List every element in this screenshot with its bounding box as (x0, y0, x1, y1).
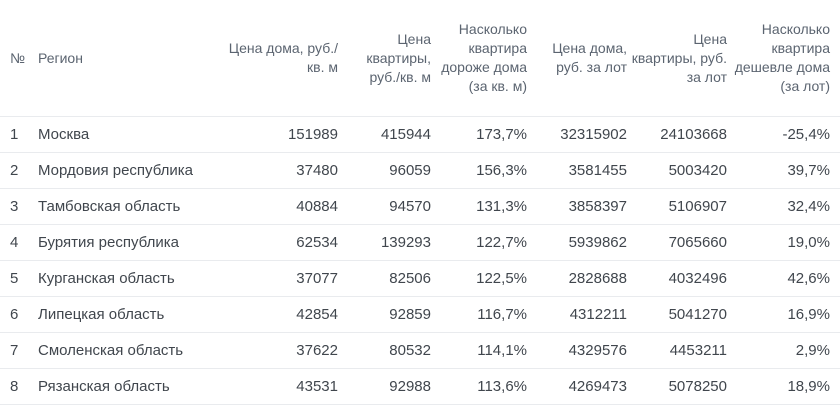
table-cell: Мордовия республика (38, 152, 228, 189)
table-cell: Смоленская область (38, 332, 228, 369)
table-cell: 6 (0, 296, 38, 333)
table-cell: 7065660 (627, 224, 727, 261)
table-cell: 24103668 (627, 116, 727, 153)
table-cell: 3858397 (527, 188, 627, 225)
table-cell: 94570 (338, 188, 431, 225)
table-cell: 122,7% (431, 224, 527, 261)
table-cell: Курганская область (38, 260, 228, 297)
table-cell: Липецкая область (38, 296, 228, 333)
table-cell: 4453211 (627, 332, 727, 369)
table-cell: 92988 (338, 368, 431, 405)
table-cell: 4329576 (527, 332, 627, 369)
table-cell: 42,6% (727, 260, 840, 297)
table-cell: 173,7% (431, 116, 527, 153)
table-cell: 18,9% (727, 368, 840, 405)
table-cell: 8 (0, 368, 38, 405)
table-cell: 19,0% (727, 224, 840, 261)
table-cell: 5106907 (627, 188, 727, 225)
column-header: Насколько квартира дороже дома (за кв. м… (431, 0, 527, 117)
table-row: 4 Бурятия республика 62534 139293 122,7% 5939… (0, 224, 840, 261)
table-row: 5 Курганская область 37077 82506 122,5% 28286… (0, 260, 840, 297)
column-header: Цена квартиры, руб./кв. м (338, 0, 431, 117)
table-cell: 37480 (228, 152, 338, 189)
table-body: 1 Москва 151989 415944 173,7% 32315902 2410366… (0, 116, 840, 405)
table-cell: 80532 (338, 332, 431, 369)
table-cell: 415944 (338, 116, 431, 153)
column-header: Цена квартиры, руб. за лот (627, 0, 727, 117)
table-cell: 2,9% (727, 332, 840, 369)
table-cell: 5939862 (527, 224, 627, 261)
table-row: 8 Рязанская область 43531 92988 113,6% 426947… (0, 368, 840, 405)
table-cell: 62534 (228, 224, 338, 261)
table-cell: Москва (38, 116, 228, 153)
table-cell: 4312211 (527, 296, 627, 333)
column-header: Насколько квартира дешевле дома (за лот) (727, 0, 840, 117)
table-cell: Бурятия республика (38, 224, 228, 261)
table-cell: 82506 (338, 260, 431, 297)
table-header: № Регион Цена дома, руб./кв. м Цена квартир… (0, 0, 840, 117)
table-cell: 2 (0, 152, 38, 189)
table-row: 2 Мордовия республика 37480 96059 156,3% 3581… (0, 152, 840, 189)
table-cell: 39,7% (727, 152, 840, 189)
table-cell: 42854 (228, 296, 338, 333)
table-cell: 4032496 (627, 260, 727, 297)
table-cell: 113,6% (431, 368, 527, 405)
table-cell: 2828688 (527, 260, 627, 297)
table-cell: 156,3% (431, 152, 527, 189)
table-row: 3 Тамбовская область 40884 94570 131,3% 38583… (0, 188, 840, 225)
table-cell: -25,4% (727, 116, 840, 153)
table-cell: 5041270 (627, 296, 727, 333)
column-header: Цена дома, руб. за лот (527, 0, 627, 117)
table-row: 7 Смоленская область 37622 80532 114,1% 43295… (0, 332, 840, 369)
table-cell: 4 (0, 224, 38, 261)
table-cell: 43531 (228, 368, 338, 405)
table-cell: 5078250 (627, 368, 727, 405)
column-header: Цена дома, руб./кв. м (228, 0, 338, 117)
table-cell: Рязанская область (38, 368, 228, 405)
column-header: № (0, 0, 38, 117)
table-cell: 3 (0, 188, 38, 225)
table-cell: 3581455 (527, 152, 627, 189)
table-cell: 5 (0, 260, 38, 297)
table-row: 1 Москва 151989 415944 173,7% 32315902 2410366… (0, 116, 840, 153)
table-cell: 32315902 (527, 116, 627, 153)
table-cell: 116,7% (431, 296, 527, 333)
table-cell: 1 (0, 116, 38, 153)
table-cell: 7 (0, 332, 38, 369)
table-cell: 139293 (338, 224, 431, 261)
table-cell: 5003420 (627, 152, 727, 189)
table-cell: 122,5% (431, 260, 527, 297)
table-cell: 37622 (228, 332, 338, 369)
table-cell: 40884 (228, 188, 338, 225)
table-cell: Тамбовская область (38, 188, 228, 225)
header-row: № Регион Цена дома, руб./кв. м Цена квартир… (0, 0, 840, 117)
table-cell: 37077 (228, 260, 338, 297)
table-cell: 96059 (338, 152, 431, 189)
table-cell: 92859 (338, 296, 431, 333)
table-cell: 4269473 (527, 368, 627, 405)
table-cell: 32,4% (727, 188, 840, 225)
table-row: 6 Липецкая область 42854 92859 116,7% 4312211… (0, 296, 840, 333)
table-cell: 151989 (228, 116, 338, 153)
column-header: Регион (38, 0, 228, 117)
table-cell: 131,3% (431, 188, 527, 225)
table-cell: 114,1% (431, 332, 527, 369)
table-cell: 16,9% (727, 296, 840, 333)
